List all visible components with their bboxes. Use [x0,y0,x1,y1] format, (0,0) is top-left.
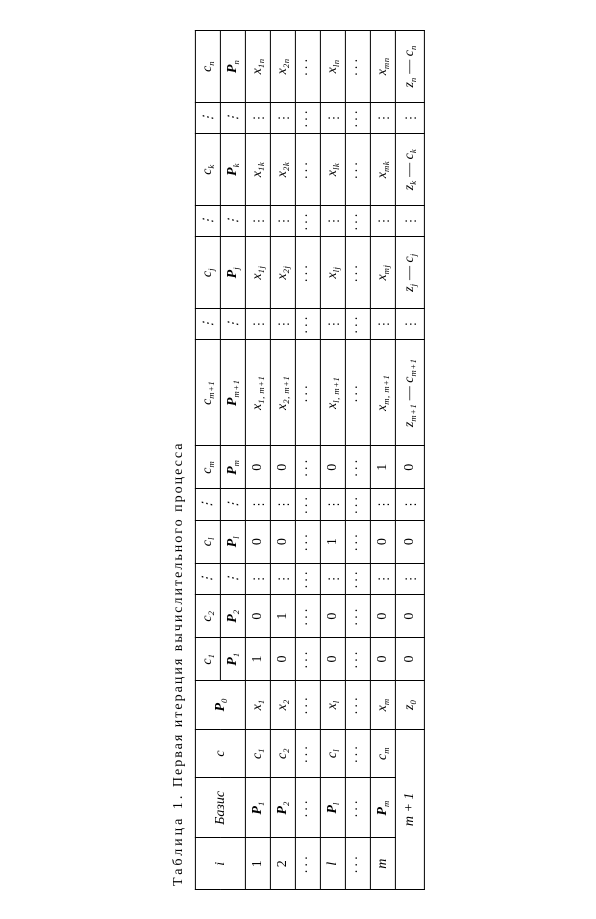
caption-lead: Таблица 1. [171,792,186,885]
table-row-dots: ··· ··· ··· ··· ··· ··· ··· ··· ··· ··· … [346,30,371,889]
simplex-table: i Базис c P0 c1 c2 ⋮ cl ⋮ cm cm+1 ⋮ cj ⋮… [195,30,425,890]
head-p0: P [212,702,227,711]
head-i: i [212,861,227,865]
table-row: 1 P1 c1 x1 1 0 ⋮ 0 ⋮ 0 x1, m+1 ⋮ x1j ⋮ x… [245,30,270,889]
table-row: m Pm cm xm 0 0 ⋮ 0 ⋮ 1 xm, m+1 ⋮ xmj ⋮ x… [371,30,396,889]
table-row: l Pl cl xl 0 0 ⋮ 1 ⋮ 0 xl, m+1 ⋮ xlj ⋮ x… [321,30,346,889]
table-row: 2 P2 c2 x2 0 1 ⋮ 0 ⋮ 0 x2, m+1 ⋮ x2j ⋮ x… [270,30,295,889]
head-basis: Базис [195,777,245,837]
page-stage: Таблица 1. Первая итерация вычислительно… [171,30,425,890]
table-head: i Базис c P0 c1 c2 ⋮ cl ⋮ cm cm+1 ⋮ cj ⋮… [195,30,245,889]
table-z-row: m + 1 z0 0 0 ⋮ 0 ⋮ 0 zm+1 — cm+1 ⋮ zj — … [396,30,425,889]
table-body: 1 P1 c1 x1 1 0 ⋮ 0 ⋮ 0 x1, m+1 ⋮ x1j ⋮ x… [245,30,424,889]
head-c: c [212,750,227,756]
caption-rest: Первая итерация вычислительного процесса [171,441,186,787]
table-caption: Таблица 1. Первая итерация вычислительно… [171,30,187,886]
table-row-dots: ··· ··· ··· ··· ··· ··· ··· ··· ··· ··· … [296,30,321,889]
